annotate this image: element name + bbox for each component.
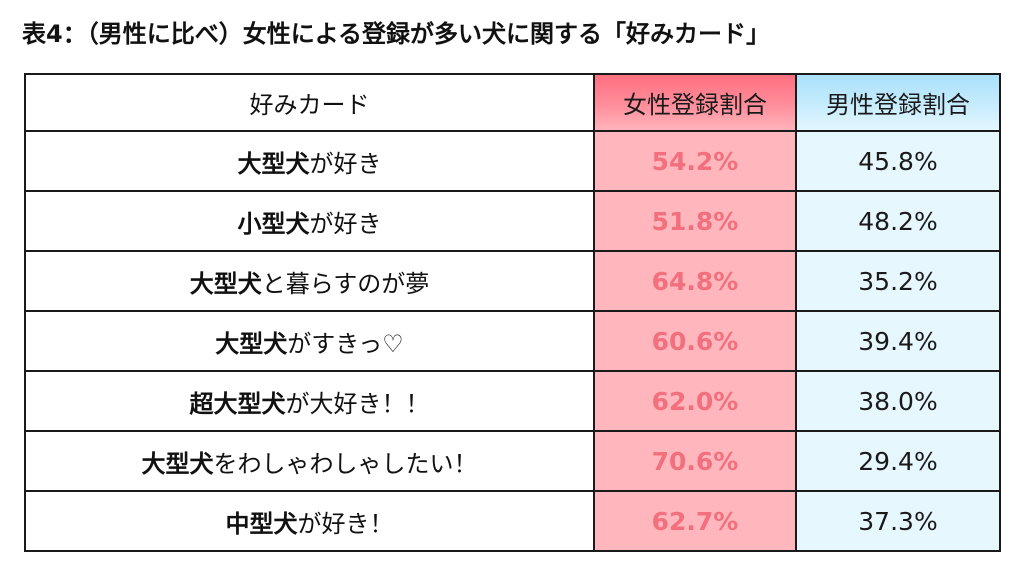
- female-ratio-cell: 64.8%: [593, 250, 797, 312]
- table-row: 小型犬が好き 51.8% 48.2%: [24, 190, 1001, 252]
- male-ratio-cell: 35.2%: [795, 250, 1001, 312]
- row-label-emphasis: 超大型犬: [189, 389, 286, 418]
- row-label-cell: 中型犬が好き！: [24, 490, 595, 552]
- row-label-rest: が好き！: [297, 509, 394, 538]
- row-label-emphasis: 小型犬: [237, 209, 310, 238]
- male-ratio-cell: 45.8%: [795, 130, 1001, 192]
- female-ratio-cell: 62.0%: [593, 370, 797, 432]
- row-label-cell: 大型犬と暮らすのが夢: [24, 250, 595, 312]
- row-label-emphasis: 大型犬: [237, 149, 310, 178]
- male-ratio-cell: 29.4%: [795, 430, 1001, 492]
- row-label-emphasis: 中型犬: [225, 509, 298, 538]
- row-label-cell: 大型犬がすきっ♡: [24, 310, 595, 372]
- row-label-cell: 小型犬が好き: [24, 190, 595, 252]
- row-label-cell: 大型犬をわしゃわしゃしたい！: [24, 430, 595, 492]
- page-title: 表4：（男性に比べ）女性による登録が多い犬に関する「好みカード」: [22, 20, 770, 48]
- table-row: 超大型犬が大好き！！ 62.0% 38.0%: [24, 370, 1001, 432]
- column-header-male-ratio: 男性登録割合: [795, 73, 1001, 132]
- column-header-card: 好みカード: [24, 73, 595, 132]
- table-row: 大型犬が好き 54.2% 45.8%: [24, 130, 1001, 192]
- preference-card-table: 好みカード 女性登録割合 男性登録割合 大型犬が好き 54.2% 45.8% 小型犬が…: [24, 73, 1001, 552]
- female-ratio-cell: 51.8%: [593, 190, 797, 252]
- female-ratio-cell: 70.6%: [593, 430, 797, 492]
- row-label-rest: がすきっ♡: [287, 329, 404, 358]
- table-row: 大型犬がすきっ♡ 60.6% 39.4%: [24, 310, 1001, 372]
- column-header-female-ratio: 女性登録割合: [593, 73, 797, 132]
- row-label-rest: と暮らすのが夢: [261, 269, 430, 298]
- male-ratio-cell: 48.2%: [795, 190, 1001, 252]
- table-row: 大型犬をわしゃわしゃしたい！ 70.6% 29.4%: [24, 430, 1001, 492]
- female-ratio-cell: 60.6%: [593, 310, 797, 372]
- row-label-rest: をわしゃわしゃしたい！: [213, 449, 478, 478]
- female-ratio-cell: 62.7%: [593, 490, 797, 552]
- row-label-cell: 超大型犬が大好き！！: [24, 370, 595, 432]
- male-ratio-cell: 39.4%: [795, 310, 1001, 372]
- male-ratio-cell: 37.3%: [795, 490, 1001, 552]
- row-label-rest: が好き: [309, 209, 382, 238]
- male-ratio-cell: 38.0%: [795, 370, 1001, 432]
- female-ratio-cell: 54.2%: [593, 130, 797, 192]
- row-label-cell: 大型犬が好き: [24, 130, 595, 192]
- table-row: 中型犬が好き！ 62.7% 37.3%: [24, 490, 1001, 552]
- row-label-emphasis: 大型犬: [189, 269, 262, 298]
- table-header-row: 好みカード 女性登録割合 男性登録割合: [24, 73, 1001, 132]
- row-label-rest: が大好き！！: [285, 389, 430, 418]
- row-label-rest: が好き: [309, 149, 382, 178]
- table-row: 大型犬と暮らすのが夢 64.8% 35.2%: [24, 250, 1001, 312]
- row-label-emphasis: 大型犬: [141, 449, 214, 478]
- row-label-emphasis: 大型犬: [215, 329, 288, 358]
- table-body: 大型犬が好き 54.2% 45.8% 小型犬が好き 51.8% 48.2% 大型犬と暮らすの…: [24, 130, 1001, 552]
